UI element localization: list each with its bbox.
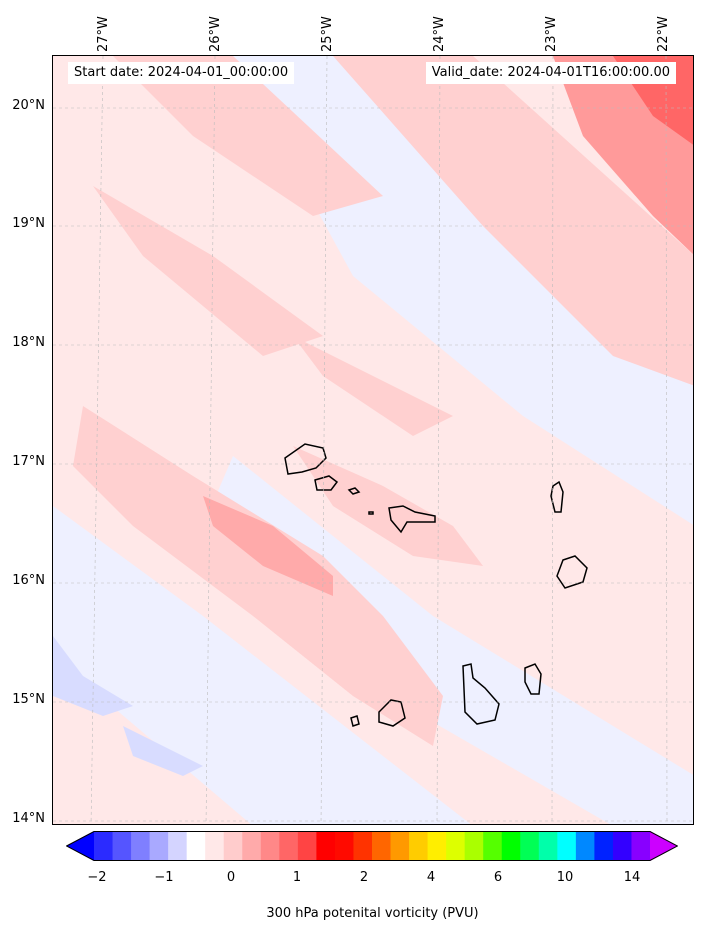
colorbar-tick-label: −1: [154, 870, 174, 885]
colorbar-tick-label: 14: [623, 870, 641, 885]
island-boa-vista: [556, 555, 588, 589]
negative-pv-band: [203, 456, 693, 824]
colorbar-tick-label: 10: [556, 870, 574, 885]
colorbar-segment: [112, 831, 132, 861]
longitude-label: 23°W: [544, 16, 559, 52]
colorbar-segment: [390, 831, 410, 861]
valid-date-label: Valid_date: 2024-04-01T16:00:00.00: [425, 62, 676, 84]
island-sao-nicolau: [388, 505, 436, 534]
longitude-label: 27°W: [96, 16, 111, 52]
colorbar-segment: [223, 831, 243, 861]
latitude-label: 17°N: [12, 454, 45, 469]
graticule: [53, 56, 693, 824]
colorbar-segment: [575, 831, 595, 861]
colorbar-segment: [594, 831, 614, 861]
colorbar-segment: [501, 831, 521, 861]
longitude-label: 25°W: [320, 16, 335, 52]
colorbar-extend-min: [66, 831, 94, 861]
positive-pv-band: [203, 496, 333, 596]
positive-pv-band: [113, 56, 383, 216]
positive-pv-band: [333, 56, 693, 386]
colorbar-tick-label: 2: [359, 870, 369, 885]
colorbar-segment: [94, 831, 114, 861]
colorbar-segment: [427, 831, 447, 861]
vorticity-field-map: [53, 56, 693, 824]
negative-pv-band: [123, 726, 203, 776]
island-santo-antao: [284, 443, 327, 475]
colorbar-segment: [612, 831, 633, 861]
colorbar-tick-label: 4: [426, 870, 436, 885]
island-sao-vicente: [314, 475, 339, 491]
latitude-label: 16°N: [12, 573, 45, 588]
latitude-label: 15°N: [12, 692, 45, 707]
colorbar-segment: [353, 831, 373, 861]
latitude-label: 19°N: [12, 216, 45, 231]
colorbar-segment: [483, 831, 503, 861]
positive-pv-band: [73, 406, 443, 746]
colorbar-tick-label: 6: [493, 870, 503, 885]
colorbar-segment: [464, 831, 484, 861]
colorbar-outline: [66, 831, 678, 861]
colorbar-segment: [205, 831, 225, 861]
island-raso: [368, 511, 374, 515]
colorbar-tick-label: 1: [292, 870, 302, 885]
latitude-label: 18°N: [12, 335, 45, 350]
colorbar-segment: [446, 831, 466, 861]
island-santa-luzia: [347, 487, 361, 495]
island-fogo: [378, 699, 406, 727]
island-maio: [524, 663, 542, 695]
start-date-label: Start date: 2024-04-01_00:00:00: [68, 62, 295, 84]
colorbar-title: 300 hPa potenital vorticity (PVU): [266, 906, 479, 921]
longitude-label: 24°W: [432, 16, 447, 52]
island-outlines: [284, 443, 588, 727]
latitude-label: 20°N: [12, 98, 45, 113]
colorbar-segment: [372, 831, 392, 861]
colorbar-segment: [409, 831, 429, 861]
longitude-label: 26°W: [208, 16, 223, 52]
colorbar-segment: [316, 831, 336, 861]
colorbar-segment: [297, 831, 317, 861]
latitude-label: 14°N: [12, 811, 45, 826]
colorbar-extend-max: [650, 831, 678, 861]
colorbar-segment: [186, 831, 206, 861]
positive-pv-band: [93, 186, 323, 356]
colorbar-segment: [520, 831, 540, 861]
colorbar-segment: [131, 831, 151, 861]
colorbar-segment: [149, 831, 169, 861]
longitude-label: 22°W: [656, 16, 671, 52]
island-brava: [350, 715, 360, 727]
colorbar-segment: [557, 831, 577, 861]
colorbar-tick-label: −2: [87, 870, 107, 885]
colorbar-segment: [260, 831, 280, 861]
colorbar-tick-label: 0: [226, 870, 236, 885]
island-santiago: [462, 663, 500, 725]
colorbar-segment: [168, 831, 188, 861]
map-plot-area: [52, 55, 694, 825]
colorbar-segment: [631, 831, 651, 861]
colorbar-segment: [334, 831, 355, 861]
colorbar-segment: [242, 831, 262, 861]
negative-pv-band: [53, 636, 133, 716]
colorbar-segment: [279, 831, 299, 861]
colorbar: [66, 831, 678, 861]
island-sal: [550, 480, 564, 513]
positive-pv-band: [293, 446, 483, 566]
colorbar-segment: [538, 831, 558, 861]
positive-pv-band: [293, 336, 453, 436]
